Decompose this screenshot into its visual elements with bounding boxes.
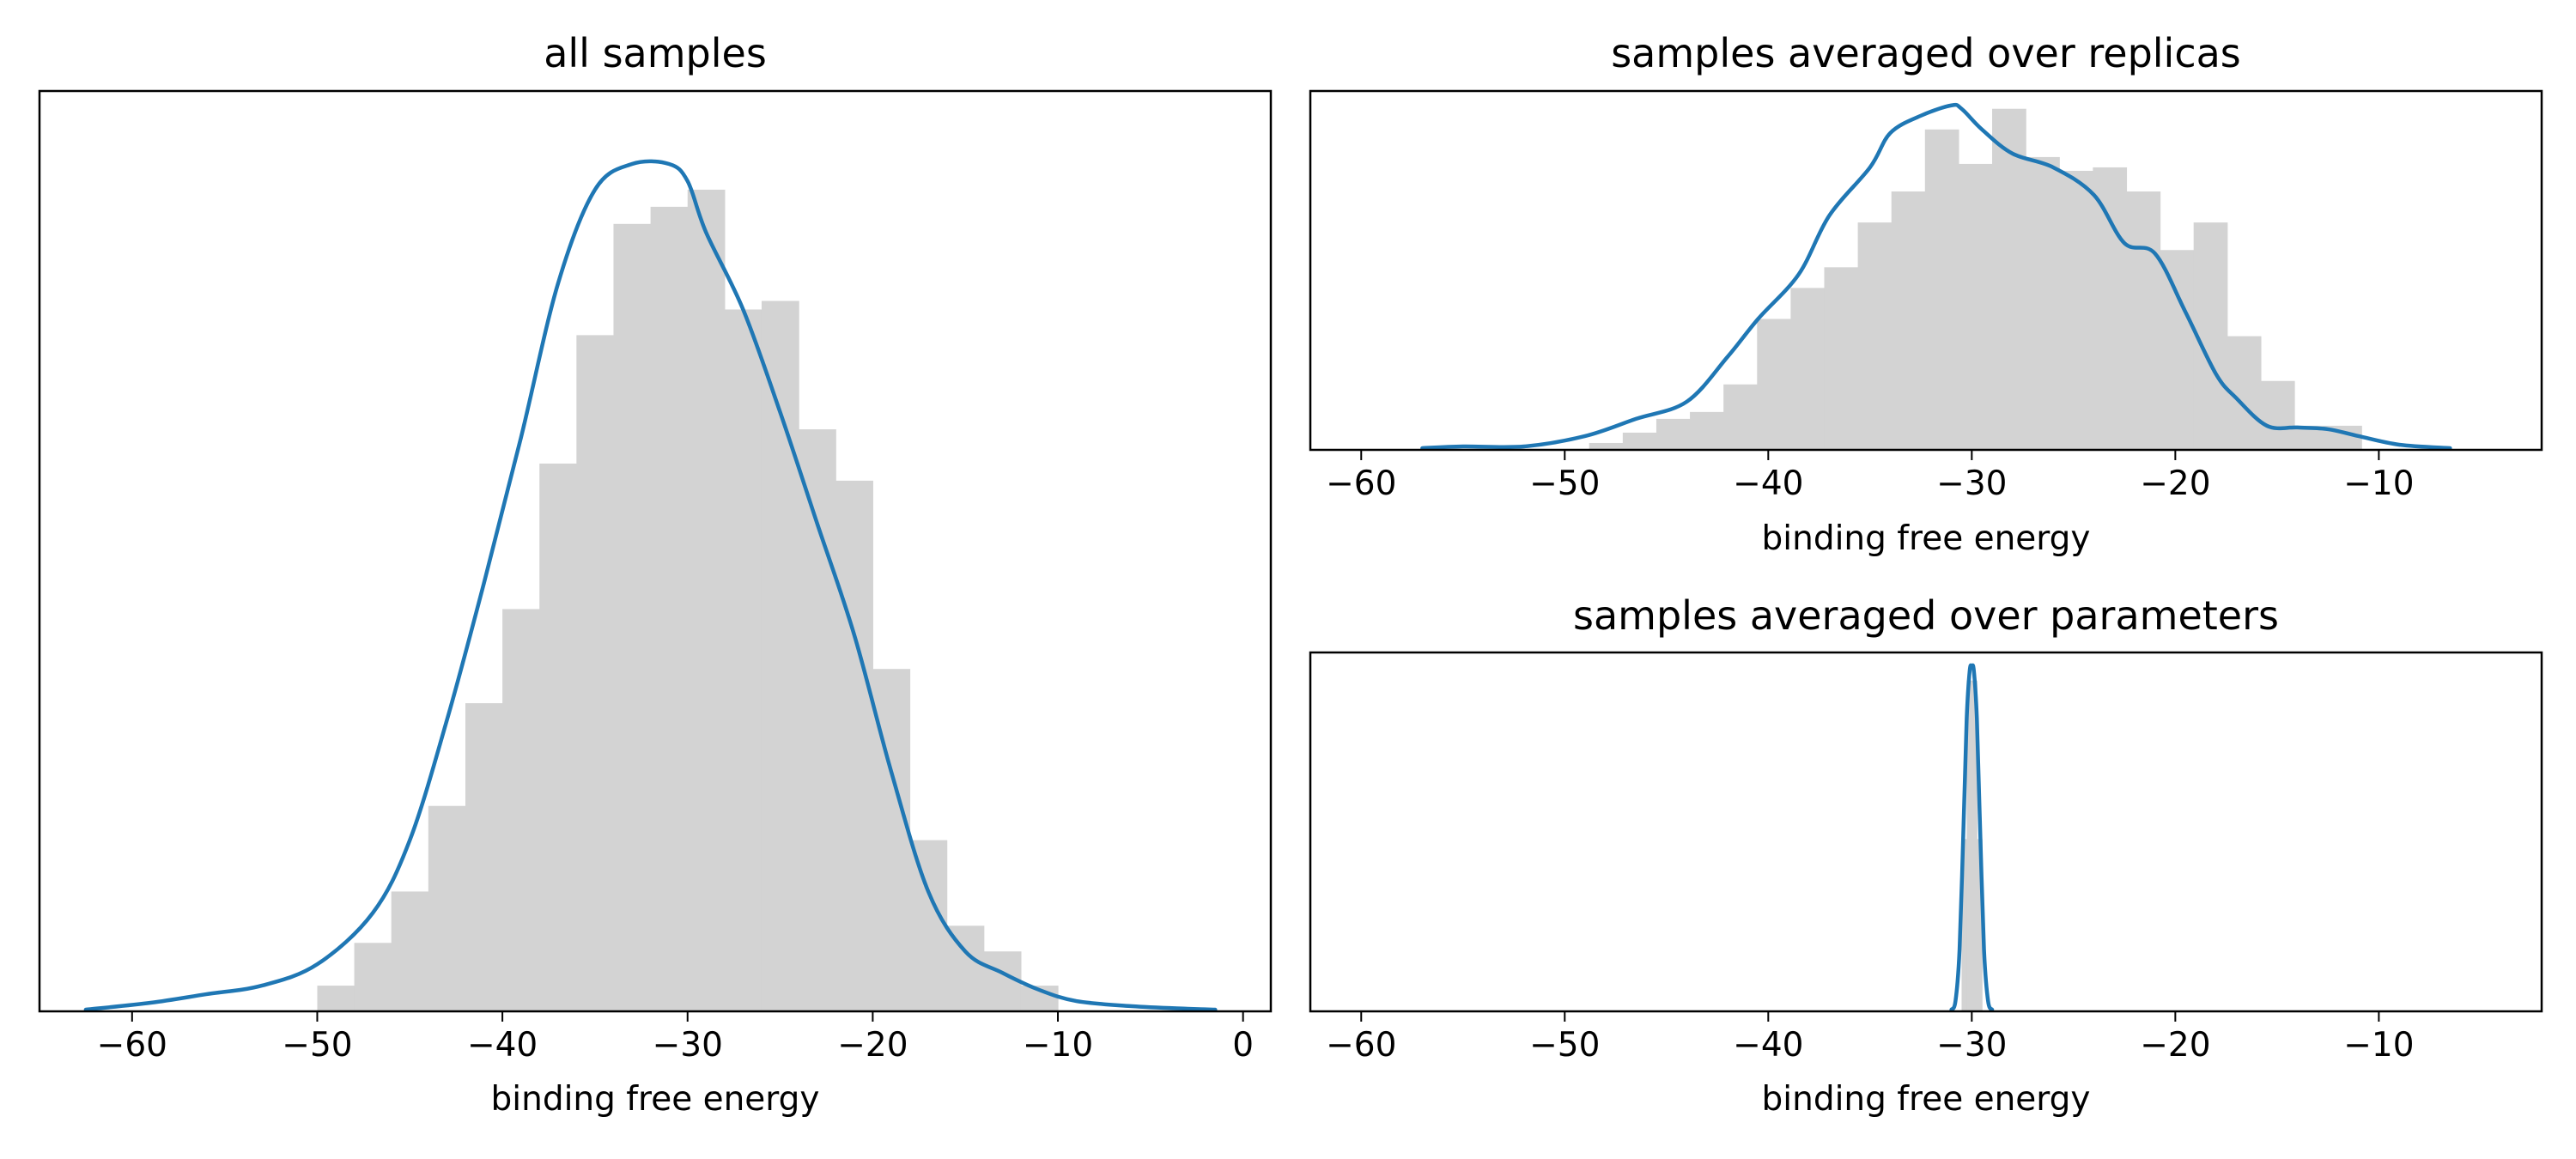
- kde-curve: [1949, 663, 1995, 1012]
- x-tick-label: −50: [282, 1026, 352, 1065]
- histogram-bar: [613, 223, 652, 1011]
- axes-frame: [38, 89, 1273, 1013]
- histogram-bar: [1958, 163, 1993, 450]
- histogram-bar: [1961, 839, 1968, 1011]
- x-tick-label: −60: [97, 1026, 167, 1065]
- histogram-bar: [2193, 222, 2228, 450]
- x-axis-label: binding free energy: [1762, 1080, 2091, 1119]
- histogram-bar: [835, 480, 873, 1011]
- chart-title: samples averaged over replicas: [1611, 30, 2241, 76]
- x-tick-label: −60: [1326, 464, 1396, 503]
- histogram-bar: [539, 463, 577, 1011]
- x-axis-label: binding free energy: [491, 1080, 820, 1119]
- x-tick-label: −10: [2343, 464, 2414, 503]
- histogram-bar: [1971, 680, 1978, 1011]
- panel-averaged-over-parameters: samples averaged over parameters −60 −50−…: [1309, 592, 2543, 1119]
- histogram-bar: [2026, 156, 2060, 450]
- panel-averaged-over-replicas: samples averaged over replicas −60 −50 −40…: [1309, 30, 2543, 558]
- x-tick-label: −30: [1936, 464, 2007, 503]
- histogram-bar: [391, 891, 429, 1011]
- chart-title: all samples: [544, 30, 767, 76]
- x-axis: −60 −50 −40 −30 −20 −10: [1326, 450, 2415, 503]
- x-tick-label: −20: [2140, 1026, 2210, 1065]
- histogram-bar: [1790, 288, 1826, 450]
- x-tick-label: −20: [837, 1026, 908, 1065]
- histogram-bar: [1891, 191, 1926, 451]
- histogram-bar: [724, 309, 762, 1011]
- axes-frame: [1309, 89, 2543, 452]
- histogram-bar: [799, 429, 836, 1011]
- x-axis-label: binding free energy: [1762, 519, 2091, 558]
- plot-area: [1949, 663, 1995, 1012]
- histogram-bar: [1622, 432, 1657, 450]
- histogram-bar: [2260, 380, 2295, 450]
- histogram-bar: [1924, 129, 1959, 450]
- plot-area: [83, 159, 1218, 1012]
- plot-area: [1420, 102, 2452, 451]
- x-tick-label: −10: [2343, 1026, 2414, 1065]
- histogram-bar: [502, 609, 540, 1011]
- x-tick-label: −10: [1023, 1026, 1093, 1065]
- histogram-bar: [650, 206, 689, 1012]
- histogram-bar: [1723, 384, 1758, 450]
- histogram-bar: [946, 925, 985, 1011]
- histogram-bar: [1824, 267, 1859, 450]
- x-axis: −60 −50 −40 −30 −20 −10: [1326, 1011, 2415, 1065]
- x-tick-label: −60: [1326, 1026, 1396, 1065]
- kde-curve: [1420, 102, 2452, 451]
- histogram-bar: [317, 986, 355, 1011]
- panel-all-samples: all samples −60 −50 −40 −30 −20 −10 0 binding …: [38, 30, 1273, 1119]
- x-tick-label: 0: [1232, 1026, 1254, 1065]
- x-tick-label: −40: [467, 1026, 538, 1065]
- histogram-bar: [1857, 222, 1893, 450]
- histogram-bar: [1589, 442, 1624, 450]
- x-tick-label: −20: [2140, 464, 2210, 503]
- histogram-bar: [1992, 108, 2026, 450]
- histogram-bar: [2160, 250, 2195, 450]
- histogram-bar: [576, 335, 615, 1011]
- histogram-bar: [909, 840, 948, 1011]
- chart-title: samples averaged over parameters: [1573, 592, 2279, 639]
- histogram-bar: [1757, 319, 1791, 450]
- histogram-bar: [2093, 167, 2128, 450]
- histogram-bar: [354, 943, 392, 1011]
- histogram-bar: [2126, 191, 2161, 451]
- histogram-bar: [465, 703, 503, 1011]
- histogram-bar: [1690, 411, 1724, 450]
- x-tick-label: −30: [653, 1026, 723, 1065]
- x-tick-label: −50: [1529, 1026, 1600, 1065]
- histogram-bar: [1977, 839, 1983, 1011]
- x-tick-label: −50: [1529, 464, 1600, 503]
- axes-frame: [1309, 651, 2543, 1013]
- x-tick-label: −40: [1733, 464, 1803, 503]
- histogram-bar: [428, 805, 466, 1011]
- kde-curve: [83, 159, 1218, 1012]
- histogram-bar: [1966, 680, 1972, 1011]
- x-tick-label: −30: [1936, 1026, 2007, 1065]
- histogram-bar: [687, 189, 726, 1012]
- histogram-bar: [761, 300, 799, 1011]
- x-tick-label: −40: [1733, 1026, 1803, 1065]
- histogram-bar: [1656, 418, 1691, 450]
- x-axis: −60 −50 −40 −30 −20 −10 0: [97, 1011, 1254, 1065]
- histogram-bar: [2059, 170, 2093, 450]
